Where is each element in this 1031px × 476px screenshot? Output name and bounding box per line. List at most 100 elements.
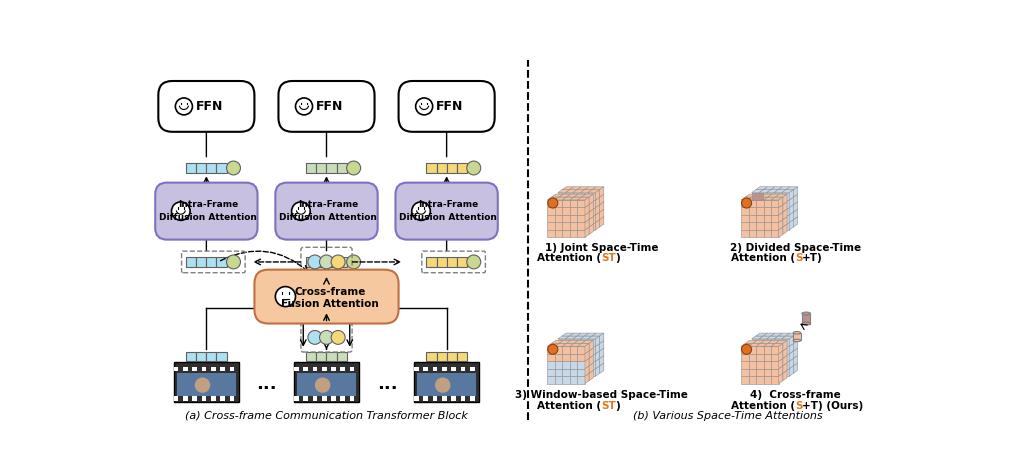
FancyBboxPatch shape bbox=[294, 362, 359, 402]
Polygon shape bbox=[555, 343, 567, 346]
Polygon shape bbox=[596, 190, 600, 200]
Polygon shape bbox=[585, 212, 589, 222]
FancyBboxPatch shape bbox=[156, 183, 258, 239]
Bar bbox=[774, 200, 781, 208]
Polygon shape bbox=[778, 373, 783, 384]
Text: Cross-frame: Cross-frame bbox=[295, 287, 366, 297]
Polygon shape bbox=[596, 197, 600, 208]
Polygon shape bbox=[745, 194, 757, 197]
Bar bbox=[759, 222, 767, 230]
Circle shape bbox=[175, 98, 193, 115]
Bar bbox=[562, 354, 570, 361]
Bar bbox=[555, 230, 562, 238]
Polygon shape bbox=[600, 356, 604, 366]
Bar bbox=[230, 367, 234, 371]
Bar bbox=[562, 200, 570, 208]
Bar bbox=[764, 354, 771, 361]
Bar bbox=[562, 376, 570, 384]
Polygon shape bbox=[771, 187, 783, 190]
Polygon shape bbox=[559, 194, 571, 197]
Bar bbox=[580, 215, 588, 222]
Bar bbox=[558, 369, 565, 377]
Bar bbox=[577, 368, 585, 376]
Bar bbox=[764, 368, 771, 376]
Bar bbox=[547, 354, 555, 361]
Bar bbox=[741, 222, 749, 230]
Polygon shape bbox=[569, 333, 581, 336]
Polygon shape bbox=[600, 333, 604, 344]
Bar bbox=[547, 361, 555, 368]
Polygon shape bbox=[786, 333, 798, 336]
Polygon shape bbox=[789, 212, 794, 222]
Bar bbox=[433, 396, 437, 400]
Bar bbox=[767, 347, 774, 354]
Polygon shape bbox=[794, 202, 798, 212]
Bar bbox=[749, 200, 756, 208]
Bar bbox=[562, 215, 570, 222]
Bar bbox=[562, 230, 570, 238]
Bar bbox=[752, 369, 759, 377]
Polygon shape bbox=[596, 344, 600, 354]
Text: FFN: FFN bbox=[196, 100, 223, 113]
Bar bbox=[558, 222, 565, 230]
Bar bbox=[427, 258, 436, 267]
Bar bbox=[781, 215, 789, 222]
Circle shape bbox=[292, 202, 310, 220]
Bar bbox=[756, 376, 764, 384]
Bar bbox=[774, 193, 781, 200]
Bar bbox=[558, 215, 565, 222]
Polygon shape bbox=[778, 205, 783, 215]
Polygon shape bbox=[589, 209, 593, 219]
Bar bbox=[327, 258, 336, 267]
Bar bbox=[741, 215, 749, 222]
Bar bbox=[588, 347, 596, 354]
Bar bbox=[196, 163, 206, 173]
Polygon shape bbox=[778, 333, 790, 336]
Polygon shape bbox=[567, 194, 578, 197]
Bar bbox=[759, 361, 767, 369]
Polygon shape bbox=[585, 333, 596, 336]
Text: Attention (: Attention ( bbox=[537, 400, 602, 410]
Polygon shape bbox=[585, 219, 589, 230]
Polygon shape bbox=[588, 190, 600, 193]
Polygon shape bbox=[759, 190, 771, 193]
Bar bbox=[573, 347, 580, 354]
Bar bbox=[781, 369, 789, 377]
Text: (a) Cross-frame Communication Transformer Block: (a) Cross-frame Communication Transforme… bbox=[185, 411, 468, 421]
Bar bbox=[202, 367, 206, 371]
Polygon shape bbox=[781, 190, 794, 193]
Bar bbox=[741, 354, 749, 361]
Bar bbox=[547, 200, 555, 208]
Bar bbox=[588, 215, 596, 222]
Polygon shape bbox=[559, 340, 571, 343]
Polygon shape bbox=[789, 205, 794, 215]
Bar bbox=[588, 339, 596, 347]
Bar bbox=[767, 339, 774, 347]
Polygon shape bbox=[778, 343, 783, 354]
Bar bbox=[759, 193, 767, 200]
Bar bbox=[577, 354, 585, 361]
Polygon shape bbox=[585, 373, 589, 384]
Polygon shape bbox=[585, 205, 589, 215]
Circle shape bbox=[346, 161, 361, 175]
Bar bbox=[774, 222, 781, 230]
Text: +T) (Ours): +T) (Ours) bbox=[801, 400, 863, 410]
Polygon shape bbox=[768, 340, 779, 343]
Bar bbox=[340, 396, 345, 400]
Bar bbox=[327, 163, 336, 173]
Bar bbox=[547, 230, 555, 238]
Bar bbox=[350, 396, 355, 400]
Bar bbox=[573, 361, 580, 369]
Bar bbox=[588, 361, 596, 369]
Bar bbox=[562, 368, 570, 376]
Bar bbox=[336, 352, 346, 361]
Bar bbox=[781, 222, 789, 230]
Polygon shape bbox=[763, 333, 775, 336]
Polygon shape bbox=[577, 187, 589, 190]
Bar bbox=[436, 163, 446, 173]
Bar bbox=[414, 396, 419, 400]
Bar bbox=[547, 368, 555, 376]
Polygon shape bbox=[778, 219, 783, 230]
Bar bbox=[457, 352, 467, 361]
Bar bbox=[461, 396, 465, 400]
